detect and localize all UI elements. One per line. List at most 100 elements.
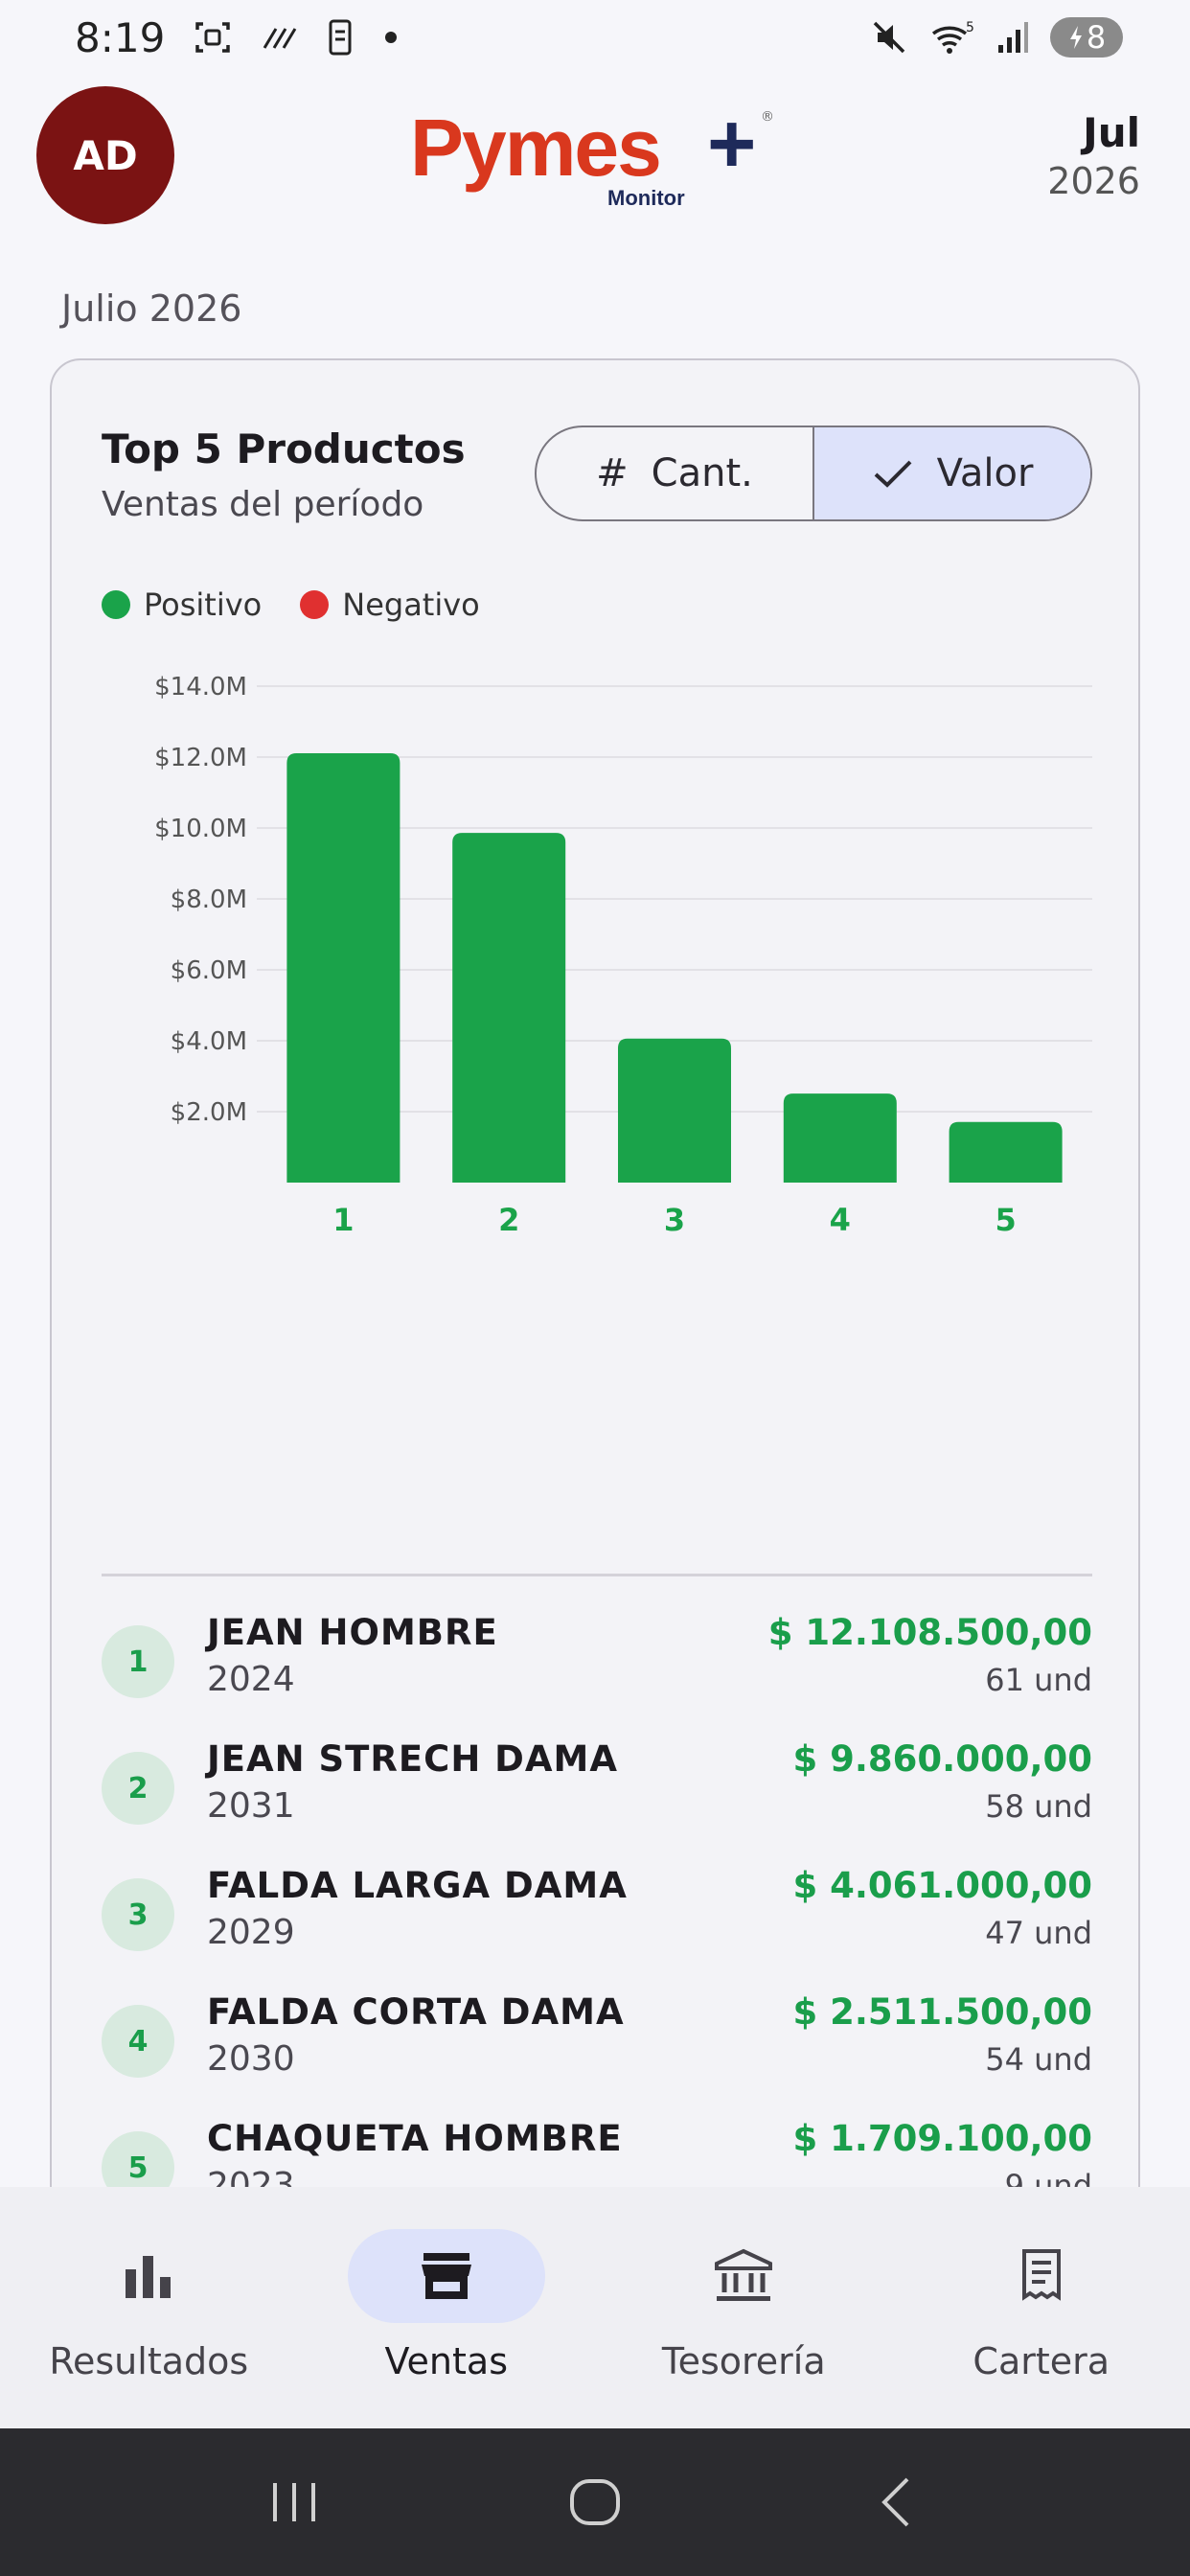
recent-apps-button[interactable] (237, 2464, 352, 2541)
toggle-value-label: Valor (936, 451, 1034, 495)
bar-2[interactable] (452, 833, 566, 1183)
nav-ventas[interactable]: Ventas (303, 2229, 590, 2382)
product-name: FALDA CORTA DAMA (207, 1991, 625, 2033)
y-tick-label: $10.0M (154, 815, 247, 843)
product-value: $ 12.108.500,00 (767, 1612, 1092, 1653)
home-button[interactable] (538, 2464, 652, 2541)
period-year: 2026 (1047, 160, 1140, 202)
home-icon (570, 2479, 620, 2525)
mute-icon (870, 18, 908, 57)
legend-positive-dot (102, 590, 130, 619)
screenshot-icon (194, 18, 232, 57)
product-row[interactable]: 1 JEAN HOMBRE 2024 $ 12.108.500,00 61 und (102, 1606, 1092, 1733)
phone-icon (328, 18, 353, 57)
x-tick-label: 2 (498, 1202, 519, 1238)
battery-level: 8 (1086, 19, 1107, 56)
product-list: 1 JEAN HOMBRE 2024 $ 12.108.500,00 61 und 2 JE… (102, 1606, 1092, 2239)
app-header: AD Pymes + ® Monitor Jul 2026 (0, 84, 1190, 228)
section-label: Julio 2026 (61, 288, 242, 330)
status-time: 8:19 (75, 13, 166, 61)
y-tick-label: $14.0M (154, 673, 247, 702)
chart-legend: Positivo Negativo (102, 586, 480, 623)
product-name: FALDA LARGA DAMA (207, 1865, 628, 1906)
bar-1[interactable] (286, 752, 400, 1183)
product-value: $ 2.511.500,00 (792, 1991, 1093, 2033)
product-value: $ 9.860.000,00 (792, 1738, 1093, 1780)
product-rank: 4 (102, 2005, 174, 2078)
nav-resultados-label: Resultados (49, 2340, 249, 2382)
bar-5[interactable] (949, 1121, 1063, 1183)
system-nav-bar (0, 2428, 1190, 2576)
product-qty: 61 und (985, 1662, 1092, 1698)
y-tick-label: $8.0M (171, 886, 247, 914)
product-code: 2024 (207, 1660, 295, 1699)
logo-subtitle: Monitor (607, 186, 685, 210)
back-button[interactable] (838, 2464, 953, 2541)
nav-tesoreria[interactable]: Tesorería (600, 2229, 887, 2382)
legend-positive: Positivo (102, 586, 262, 623)
x-tick-label: 1 (332, 1202, 354, 1238)
toggle-quantity-label: Cant. (651, 451, 753, 495)
receipt-icon (1015, 2247, 1068, 2305)
card-title: Top 5 Productos (102, 426, 466, 472)
nav-tesoreria-icon-wrap (645, 2229, 842, 2323)
card-subtitle: Ventas del período (102, 485, 424, 524)
check-icon (872, 457, 914, 490)
svg-text:5: 5 (966, 20, 974, 35)
bar-3[interactable] (618, 1038, 731, 1183)
legend-negative-dot (300, 590, 330, 619)
product-row[interactable]: 4 FALDA CORTA DAMA 2030 $ 2.511.500,00 54 un… (102, 1986, 1092, 2112)
period-selector[interactable]: Jul 2026 (1047, 109, 1140, 202)
nav-cartera-label: Cartera (973, 2340, 1110, 2382)
toggle-quantity-button[interactable]: # Cant. (537, 427, 812, 519)
store-icon (418, 2249, 475, 2303)
legend-negative: Negativo (300, 586, 480, 623)
legend-positive-label: Positivo (144, 586, 263, 623)
nav-resultados[interactable]: Resultados (5, 2229, 292, 2382)
y-tick-label: $4.0M (171, 1027, 247, 1056)
product-rank: 1 (102, 1625, 174, 1698)
product-name: JEAN STRECH DAMA (207, 1738, 618, 1780)
nav-cartera[interactable]: Cartera (898, 2229, 1185, 2382)
product-qty: 47 und (985, 1915, 1092, 1951)
battery-icon: 8 (1050, 17, 1123, 58)
x-tick-label: 4 (830, 1202, 851, 1238)
nfc-icon (261, 23, 299, 52)
period-month: Jul (1083, 109, 1140, 156)
recent-apps-icon (273, 2483, 315, 2521)
x-tick-label: 3 (664, 1202, 685, 1238)
bar-chart-icon (122, 2252, 175, 2300)
back-icon (881, 2477, 909, 2527)
product-rank: 3 (102, 1878, 174, 1951)
product-code: 2031 (207, 1786, 295, 1826)
product-qty: 58 und (985, 1788, 1092, 1825)
legend-negative-label: Negativo (342, 586, 480, 623)
divider (102, 1574, 1092, 1576)
dot-icon (381, 28, 400, 47)
nav-cartera-icon-wrap (943, 2229, 1140, 2323)
hash-icon: # (596, 451, 629, 495)
nav-tesoreria-label: Tesorería (661, 2340, 826, 2382)
nav-ventas-label: Ventas (384, 2340, 509, 2382)
product-name: JEAN HOMBRE (207, 1612, 498, 1653)
product-row[interactable]: 2 JEAN STRECH DAMA 2031 $ 9.860.000,00 58 un… (102, 1733, 1092, 1859)
logo-registered: ® (761, 109, 774, 125)
x-tick-label: 5 (995, 1202, 1016, 1238)
y-tick-label: $2.0M (171, 1098, 247, 1127)
nav-ventas-icon-wrap (347, 2229, 545, 2323)
status-bar: 8:19 5 8 (0, 0, 1190, 75)
app-logo: Pymes + ® Monitor (410, 96, 774, 211)
bar-4[interactable] (783, 1093, 897, 1183)
product-code: 2029 (207, 1913, 295, 1952)
toggle-value-button[interactable]: Valor (812, 427, 1090, 519)
y-tick-label: $6.0M (171, 956, 247, 985)
product-code: 2030 (207, 2039, 295, 2079)
y-tick-label: $12.0M (154, 744, 247, 772)
bottom-nav: Resultados Ventas Tesorería Cartera (0, 2187, 1190, 2428)
nav-resultados-icon-wrap (50, 2229, 247, 2323)
avatar[interactable]: AD (36, 86, 174, 224)
product-row[interactable]: 3 FALDA LARGA DAMA 2029 $ 4.061.000,00 47 un… (102, 1859, 1092, 1986)
signal-icon (996, 20, 1029, 55)
logo-plus: + (707, 96, 757, 191)
bank-icon (713, 2248, 774, 2304)
